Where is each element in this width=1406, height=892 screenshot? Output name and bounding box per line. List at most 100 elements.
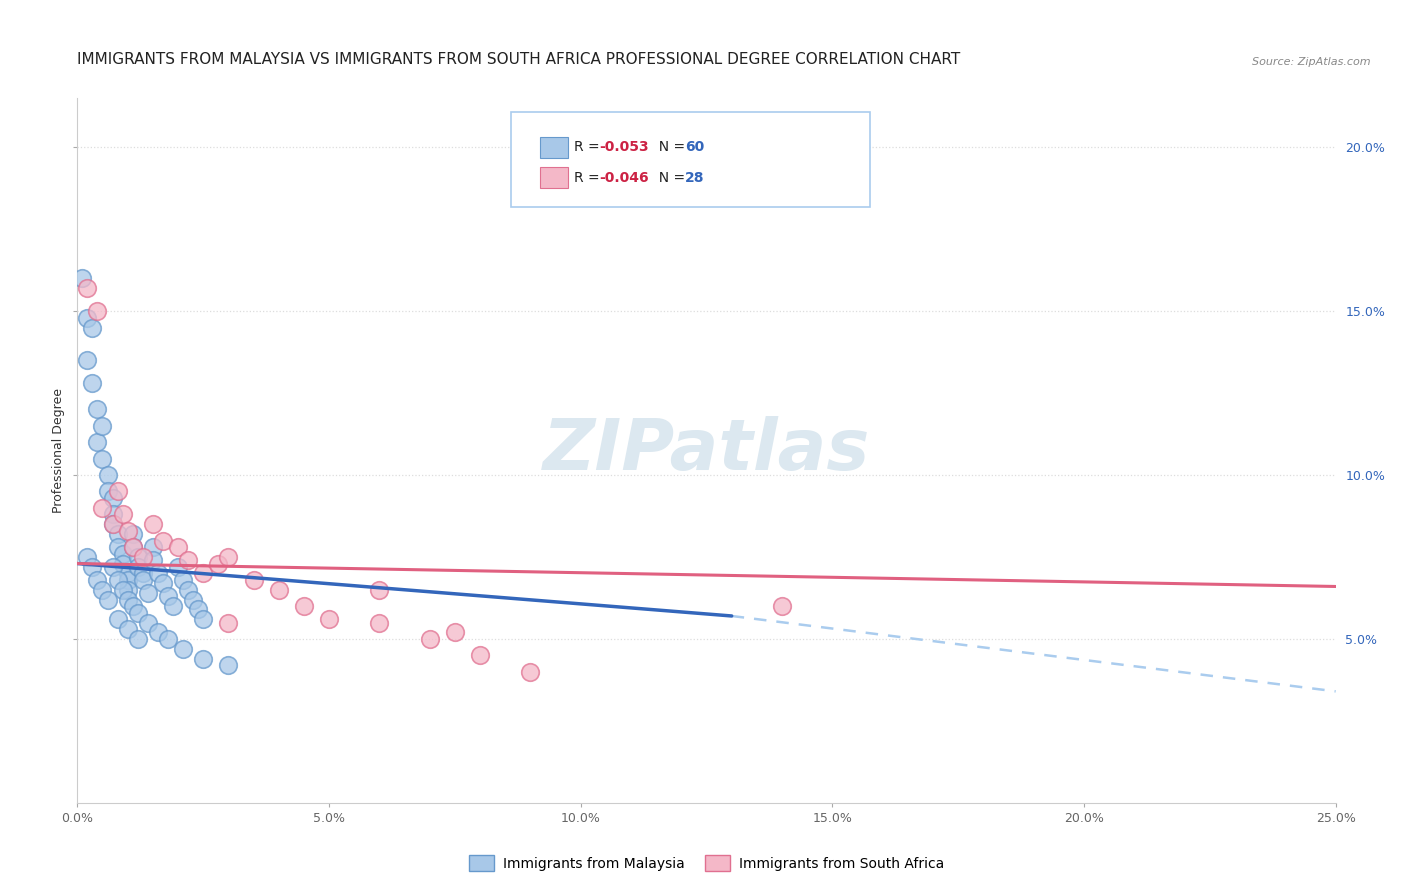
Point <box>121 527 143 541</box>
Point <box>132 549 155 564</box>
Point <box>242 573 264 587</box>
Point <box>101 517 124 532</box>
Point <box>217 549 239 564</box>
Point <box>111 547 134 561</box>
Point <box>162 599 184 614</box>
Point <box>172 573 194 587</box>
Point <box>191 651 215 665</box>
Point <box>136 615 159 630</box>
Point <box>217 658 239 673</box>
Point <box>101 508 124 522</box>
Point <box>191 612 215 626</box>
Point <box>127 559 149 574</box>
Point <box>468 648 491 663</box>
Point <box>96 592 118 607</box>
Point <box>167 540 190 554</box>
Point <box>107 612 129 626</box>
Point <box>172 641 194 656</box>
Point <box>91 582 114 597</box>
Point <box>127 606 149 620</box>
Point <box>127 632 149 646</box>
Point <box>136 586 159 600</box>
Text: ZIPatlas: ZIPatlas <box>543 416 870 485</box>
Text: N =: N = <box>650 140 689 154</box>
Point <box>91 418 114 433</box>
Point <box>770 599 793 614</box>
Point <box>107 540 129 554</box>
Point <box>86 304 108 318</box>
Point <box>368 582 391 597</box>
Point <box>86 435 108 450</box>
Point <box>107 484 129 499</box>
Point <box>146 566 169 581</box>
Text: -0.053: -0.053 <box>599 140 650 154</box>
Text: 28: 28 <box>685 170 704 185</box>
Point <box>146 625 169 640</box>
Bar <box>540 167 568 188</box>
Point <box>191 566 215 581</box>
Point <box>152 576 174 591</box>
Point <box>96 484 118 499</box>
Point <box>117 592 139 607</box>
Point <box>292 599 315 614</box>
Point <box>217 615 239 630</box>
Point <box>117 622 139 636</box>
Point <box>91 451 114 466</box>
Legend: Immigrants from Malaysia, Immigrants from South Africa: Immigrants from Malaysia, Immigrants fro… <box>464 850 949 877</box>
Point <box>82 320 104 334</box>
Point <box>117 524 139 538</box>
Point <box>519 665 541 679</box>
Point <box>187 602 209 616</box>
Point <box>76 310 98 325</box>
Point <box>177 582 200 597</box>
Point <box>121 540 143 554</box>
Point <box>181 592 204 607</box>
Point <box>86 573 108 587</box>
Point <box>76 353 98 368</box>
Point <box>111 508 134 522</box>
Point <box>76 281 98 295</box>
Point <box>111 582 134 597</box>
Point <box>132 573 155 587</box>
Point <box>132 566 155 581</box>
Point <box>72 271 94 285</box>
Point <box>267 582 290 597</box>
Point <box>117 573 139 587</box>
Point <box>117 582 139 597</box>
Point <box>177 553 200 567</box>
Point <box>117 566 139 581</box>
Text: R =: R = <box>575 140 605 154</box>
Point <box>156 590 179 604</box>
Point <box>82 559 104 574</box>
Text: R =: R = <box>575 170 605 185</box>
Point <box>82 376 104 391</box>
Point <box>142 540 165 554</box>
Point <box>107 527 129 541</box>
Point <box>101 559 124 574</box>
Point <box>152 533 174 548</box>
Point <box>142 553 165 567</box>
Point <box>107 573 129 587</box>
Y-axis label: Professional Degree: Professional Degree <box>52 388 65 513</box>
Bar <box>540 136 568 158</box>
Point <box>86 402 108 417</box>
Point <box>318 612 340 626</box>
Point <box>121 540 143 554</box>
Point <box>101 517 124 532</box>
Text: -0.046: -0.046 <box>599 170 650 185</box>
Point <box>368 615 391 630</box>
FancyBboxPatch shape <box>512 112 870 207</box>
Point <box>111 557 134 571</box>
Point <box>91 500 114 515</box>
Point <box>419 632 441 646</box>
Point <box>127 549 149 564</box>
Point <box>156 632 179 646</box>
Point <box>167 559 190 574</box>
Point <box>96 468 118 483</box>
Point <box>444 625 467 640</box>
Point <box>121 599 143 614</box>
Point <box>142 517 165 532</box>
Point <box>101 491 124 505</box>
Text: 60: 60 <box>685 140 704 154</box>
Point <box>76 549 98 564</box>
